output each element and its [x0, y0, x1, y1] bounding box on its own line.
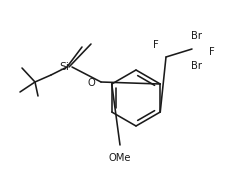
Text: F: F [153, 40, 159, 50]
Text: Br: Br [191, 31, 202, 41]
Text: O: O [87, 78, 95, 88]
Text: F: F [209, 47, 215, 57]
Text: Si: Si [59, 62, 69, 72]
Text: Br: Br [191, 61, 202, 71]
Text: OMe: OMe [109, 153, 131, 163]
